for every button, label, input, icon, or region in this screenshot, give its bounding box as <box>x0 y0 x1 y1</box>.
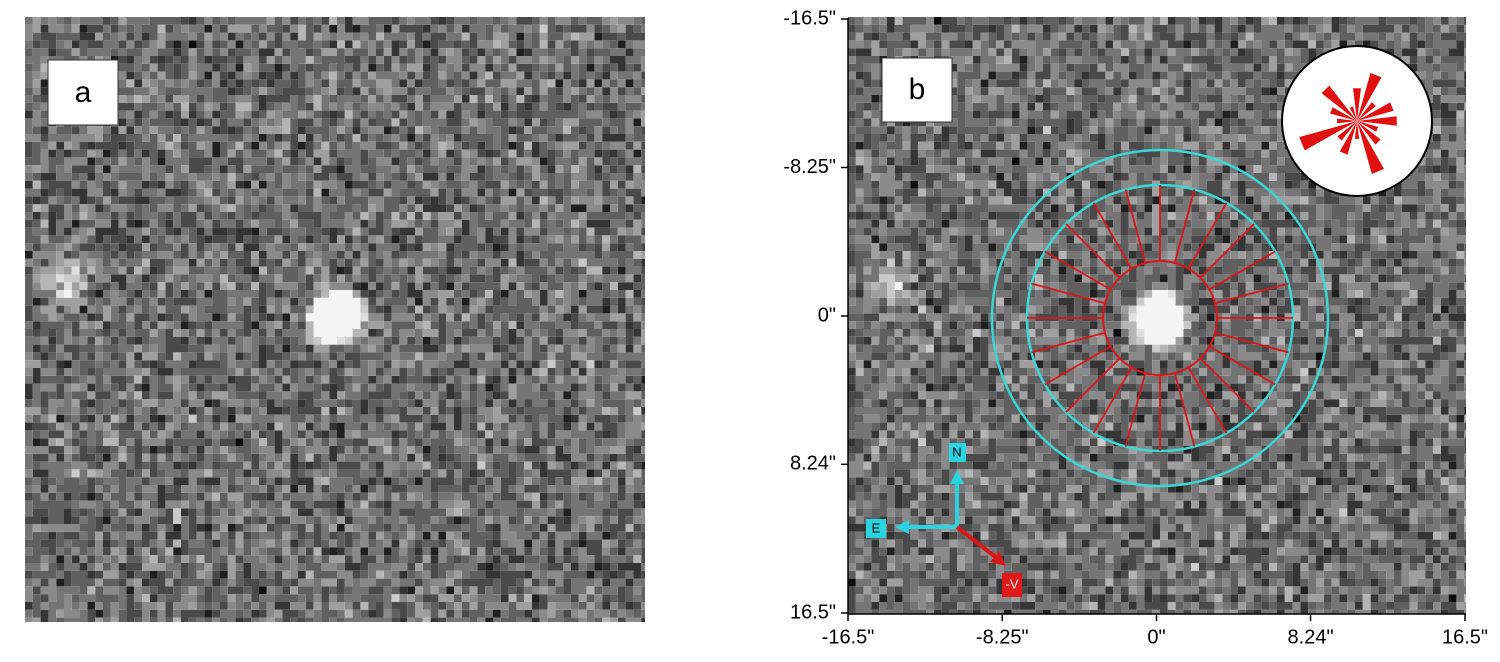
spoke <box>1214 282 1289 305</box>
x-tick-label: 0" <box>1147 626 1165 648</box>
compass: N E -V <box>866 443 1022 597</box>
spoke <box>1065 223 1121 279</box>
arrow-head <box>895 520 909 534</box>
noise-pixels <box>848 17 1466 614</box>
rose-wedge <box>1354 121 1360 139</box>
compass-box <box>1002 573 1022 597</box>
spoke <box>1208 345 1276 386</box>
spoke <box>1199 357 1255 413</box>
rose-diagram <box>1299 72 1397 174</box>
rose-wedge <box>1339 121 1357 155</box>
aperture-overlay <box>990 148 1330 488</box>
rose-wedge <box>1330 107 1357 121</box>
y-tick-label: -8.25" <box>783 156 836 178</box>
spoke <box>1124 372 1147 447</box>
velocity-label: -V <box>1006 576 1019 591</box>
rose-wedge <box>1357 121 1384 174</box>
spoke <box>1092 202 1133 270</box>
arrow-head <box>950 470 964 484</box>
noise-pixels <box>1128 290 1176 337</box>
y-tick-label: 0" <box>818 304 836 326</box>
label-box <box>881 57 953 123</box>
noise-pixels <box>894 282 1184 345</box>
spoke <box>1187 366 1228 434</box>
image-a <box>25 17 645 623</box>
noise-pixels <box>848 17 1466 614</box>
arrow-head <box>990 551 1006 566</box>
y-tick-label: -16.5" <box>783 7 836 29</box>
spoke <box>1208 250 1276 291</box>
rose-wedge <box>1357 121 1379 132</box>
spoke <box>1044 345 1112 386</box>
compass-box <box>866 519 886 538</box>
rose-wedge <box>1349 106 1357 121</box>
rose-wedge <box>1357 102 1394 121</box>
y-tick-label: 8.24" <box>790 453 836 475</box>
panel-label: a <box>75 76 92 109</box>
y-tick-label: 16.5" <box>790 601 836 623</box>
compass-box <box>949 443 966 462</box>
noise-pixels <box>848 17 1466 614</box>
x-tick-label: -16.5" <box>822 626 875 648</box>
noise-pixels <box>848 17 1466 614</box>
spoke <box>1031 282 1106 305</box>
outer-annulus <box>990 148 1330 488</box>
rose-wedge <box>1337 118 1357 124</box>
spoke <box>1124 189 1147 264</box>
panel-label: b <box>909 73 926 106</box>
noise-pixels <box>25 17 645 622</box>
spoke <box>1187 202 1228 270</box>
spoke <box>1092 366 1133 434</box>
axes: -16.5" -8.25" 0" 8.24" 16.5" -16.5" -8.25" 0" 8.… <box>783 7 1488 648</box>
spoke <box>1199 223 1255 279</box>
rose-wedge <box>1357 116 1397 126</box>
rose-wedge <box>1299 121 1357 151</box>
spoke <box>1031 331 1106 354</box>
rose-wedge <box>1357 72 1382 121</box>
noise-pixels <box>855 40 1466 614</box>
x-tick-label: 16.5" <box>1442 626 1488 648</box>
label-box <box>47 59 119 126</box>
spoke <box>1065 357 1121 413</box>
north-label: N <box>952 444 961 459</box>
noise-pixels <box>25 17 645 622</box>
rose-wedge <box>1337 121 1357 141</box>
rose-wedge <box>1353 88 1361 121</box>
rose-wedge <box>1357 102 1376 121</box>
rose-wedge <box>1321 85 1357 121</box>
x-tick-label: 8.24" <box>1288 626 1334 648</box>
east-label: E <box>872 520 881 535</box>
spoke <box>1173 372 1196 447</box>
spoke <box>1173 189 1196 264</box>
noise-pixels <box>64 290 361 345</box>
rose-wedge <box>1357 121 1381 145</box>
x-tick-label: -8.25" <box>976 626 1029 648</box>
spoke <box>1214 331 1289 354</box>
velocity-arrow <box>955 525 1000 561</box>
spoke <box>1044 250 1112 291</box>
noise-pixels <box>25 17 645 622</box>
noise-pixels <box>25 17 645 622</box>
